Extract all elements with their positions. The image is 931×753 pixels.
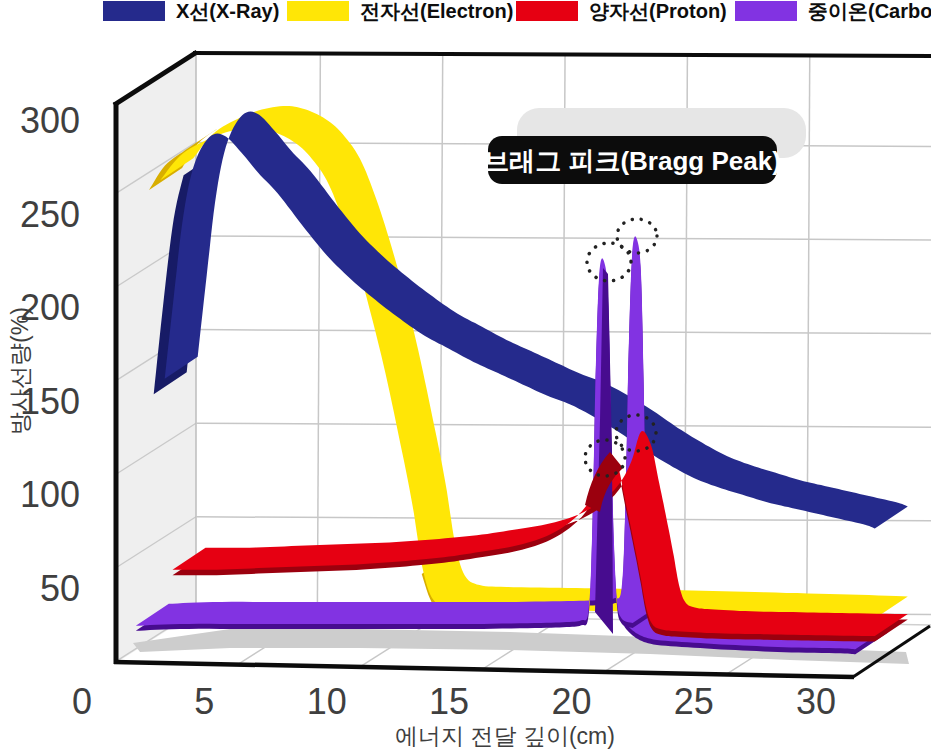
legend-swatch <box>516 1 578 21</box>
x-tick-label: 15 <box>429 681 469 722</box>
legend-swatch <box>287 1 349 21</box>
legend-label: X선(X-Ray) <box>176 0 279 22</box>
x-tick-label: 30 <box>796 681 836 722</box>
legend-item: X선(X-Ray) <box>103 0 279 22</box>
x-tick-label: 25 <box>674 681 714 722</box>
x-tick-label: 0 <box>72 681 92 722</box>
legend-item: 중이온(Carbon) <box>735 0 931 22</box>
y-tick-label: 250 <box>20 194 80 235</box>
legend-label: 중이온(Carbon) <box>808 0 931 22</box>
x-tick-label: 20 <box>551 681 591 722</box>
x-axis-title: 에너지 전달 깊이(cm) <box>395 723 615 749</box>
legend-swatch <box>103 1 165 21</box>
y-axis-title: 방사선량(%) <box>7 307 33 435</box>
chart-canvas: 브래그 피크(Bragg Peak)5010015020025030005101… <box>0 0 931 753</box>
x-tick-label: 5 <box>194 681 214 722</box>
legend-label: 양자선(Proton) <box>589 0 727 22</box>
legend-swatch <box>735 1 797 21</box>
annotation-label: 브래그 피크(Bragg Peak) <box>483 146 781 176</box>
chart-legend: X선(X-Ray) 전자선(Electron) 양자선(Proton) 중이온(Car… <box>0 0 931 22</box>
legend-item: 전자선(Electron) <box>287 0 513 22</box>
legend-item: 양자선(Proton) <box>516 0 727 22</box>
x-tick-label: 10 <box>307 681 347 722</box>
bragg-peak-chart: 브래그 피크(Bragg Peak)5010015020025030005101… <box>0 0 931 753</box>
y-tick-label: 50 <box>40 568 80 609</box>
legend-label: 전자선(Electron) <box>360 0 513 22</box>
y-tick-label: 100 <box>20 474 80 515</box>
y-tick-label: 300 <box>20 100 80 141</box>
